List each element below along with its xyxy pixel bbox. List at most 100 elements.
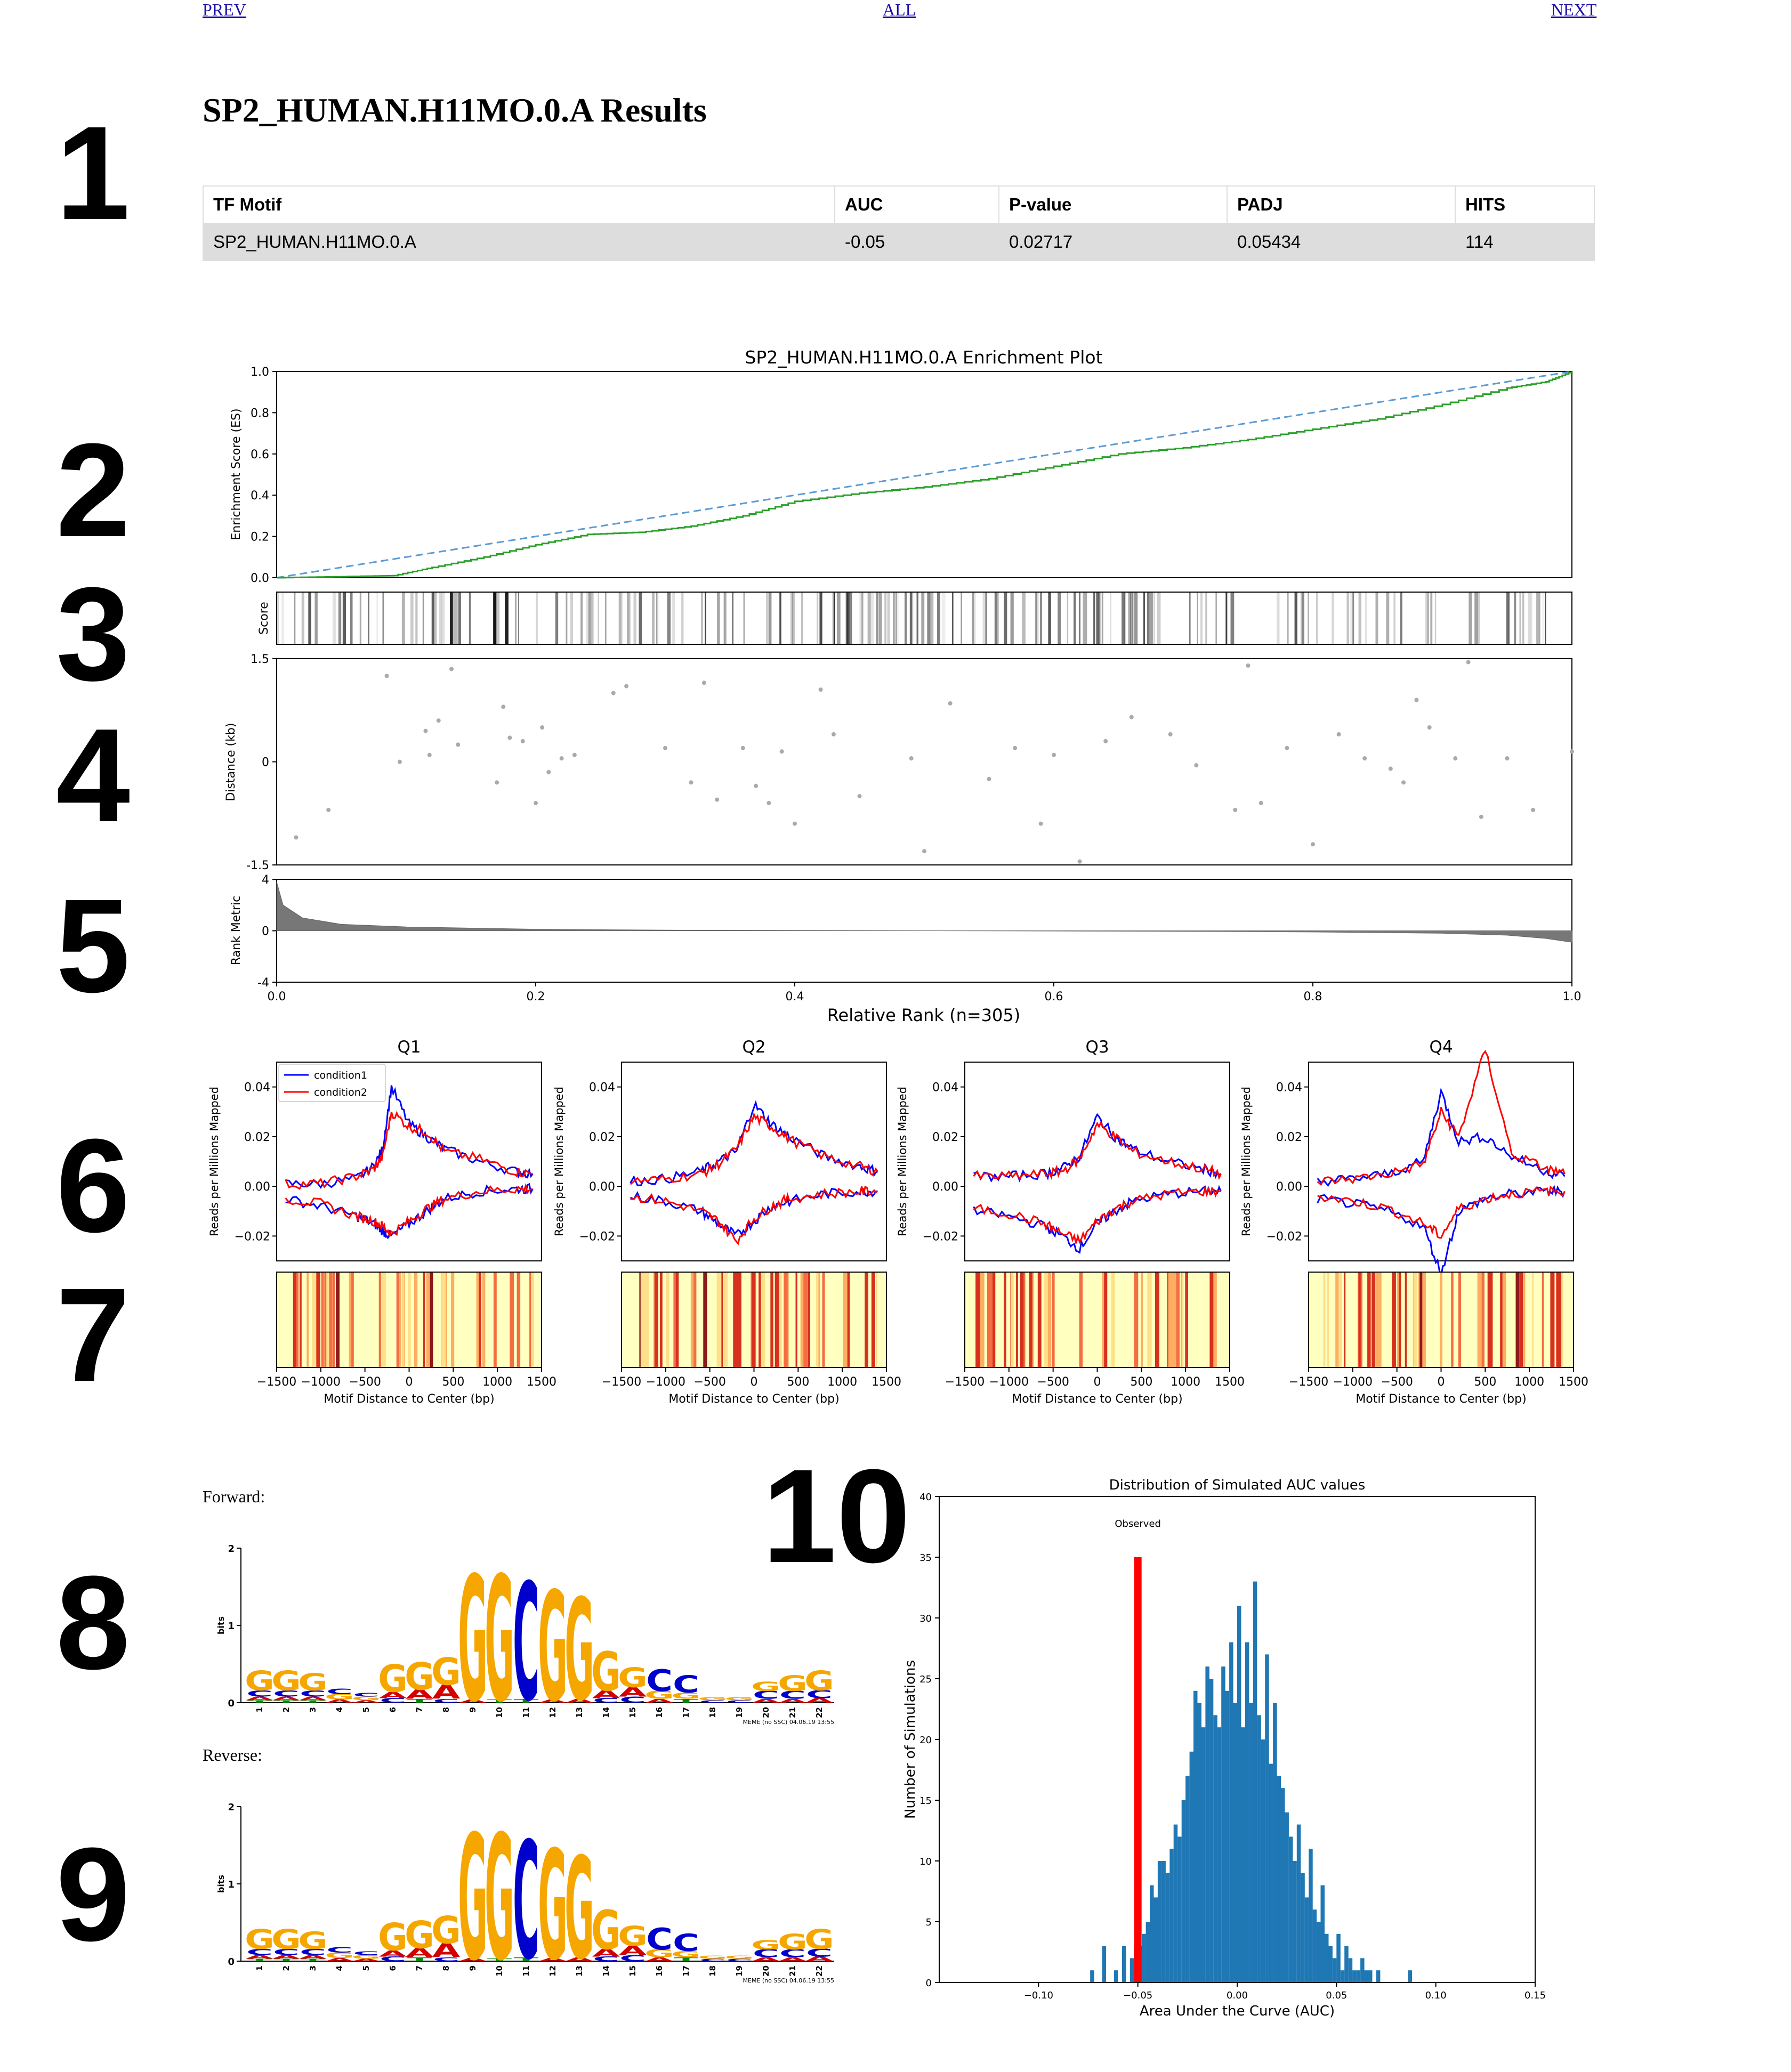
results-table: TF Motif AUC P-value PADJ HITS SP2_HUMAN… [203,185,1595,261]
score-bar [1386,593,1390,644]
score-bar [1294,593,1297,644]
quartile-heatmap-stripe [321,1272,324,1367]
quartile-heatmap-stripe [396,1272,399,1367]
quartile-heatmap-stripe [1397,1272,1399,1367]
quartile-xtick-label: −1000 [646,1375,685,1389]
logo-letter: G [644,1947,674,1960]
score-bar [1040,593,1042,644]
score-bar [1301,593,1302,644]
prev-link[interactable]: PREV [203,0,246,19]
quartile-heatmap-stripe [784,1272,788,1367]
score-bar [591,593,594,644]
quartile-heatmap-stripe [1015,1272,1018,1367]
logo-letter: A [752,1956,780,1963]
score-bar [985,593,987,644]
score-bar [1393,593,1395,644]
logo-letter: G [671,1949,701,1960]
rank-xtick-label: 0.8 [1304,990,1322,1003]
score-bar [1545,593,1546,644]
score-bar [1143,593,1145,644]
quartile-series-line [630,1112,878,1185]
logo-letter: C [380,1955,406,1963]
score-bar [732,593,733,644]
score-bar [309,593,311,644]
score-bar [1205,593,1207,644]
quartile-heatmap-stripe [1561,1272,1563,1367]
score-bar [672,593,675,644]
quartile-xtick-label: −1500 [602,1375,641,1389]
quartile-heatmap-stripe [1047,1272,1052,1367]
logo-letter: G [431,1650,461,1694]
logo-position-label: 9 [468,1707,478,1712]
histogram-ytick-label: 10 [919,1856,932,1867]
reverse-label: Reverse: [203,1745,262,1765]
col-header: AUC [834,185,999,224]
distance-point [1388,766,1393,771]
logo-letter: T [674,1698,698,1704]
logo-position-label: 13 [575,1965,584,1977]
score-bar [410,593,414,644]
quartile-series-line [285,1183,534,1240]
logo-letter: G [804,1924,834,1955]
histogram-bar [1312,1909,1317,1982]
quartile-series-line [285,1111,533,1190]
next-link[interactable]: NEXT [1551,0,1597,19]
forward-motif-logo: 210bitsTACG1TACG2TACG3AGC4AGC5CAG6TAG7CA… [216,1540,834,1732]
table-cell: SP2_HUMAN.H11MO.0.A [203,223,835,261]
quartile-heatmap-stripe [1168,1272,1173,1367]
distance-point [1453,756,1458,761]
rank-ytick-label: 0 [262,925,269,938]
quartile-ytick-label: 0.00 [244,1180,270,1194]
quartile-title: Q1 [397,1038,421,1057]
table-cell: 0.02717 [998,223,1228,261]
distance-point [294,835,298,840]
quartile-xtick-label: 0 [406,1375,413,1389]
score-bar [972,593,976,644]
score-bar [1316,593,1318,644]
logo-letter: G [431,1909,461,1953]
histogram-xtick-label: 0.00 [1227,1990,1248,2001]
score-bar [338,593,342,644]
score-bar [627,593,631,644]
logo-letter: G [804,1666,834,1697]
quartile-heatmap-stripe [816,1272,818,1367]
es-ytick-label: 1.0 [251,366,269,379]
quartile-heatmap-stripe [818,1272,820,1367]
histogram-bar [1332,1958,1337,1982]
histogram-bar [1309,1849,1313,1982]
logo-letter: G [405,1655,434,1699]
quartile-heatmap-stripe [1004,1272,1006,1367]
rank-xtick-label: 0.2 [527,990,545,1003]
rank-xtick-label: 1.0 [1563,990,1582,1003]
table-cell: 114 [1455,223,1595,261]
score-bar [1469,593,1472,644]
logo-letter: C [353,1950,380,1956]
quartile-heatmap-stripe [294,1272,299,1367]
logo-letter: A [805,1697,834,1704]
legend-label: condition1 [314,1070,367,1081]
quartile-heatmap-stripe [381,1272,386,1367]
quartile-heatmap-stripe [408,1272,411,1367]
score-bar [997,593,999,644]
quartile-heatmap-stripe [1532,1272,1534,1367]
quartile-heatmap-stripe [737,1272,741,1367]
score-bar [961,593,962,644]
score-bar [441,593,445,644]
quartile-heatmap-stripe [703,1272,707,1367]
score-bar [982,593,986,644]
score-bar [376,593,378,644]
logo-letter: C [300,1947,326,1957]
quartile-heatmap-stripe [865,1272,868,1367]
score-bar [493,593,497,644]
score-bar [1474,593,1478,644]
distance-point [767,800,771,805]
quartile-heatmap-stripe [517,1272,521,1367]
quartile-heatmap-stripe [1182,1272,1184,1367]
score-bar [1332,593,1334,644]
logo-letter: A [379,1948,407,1958]
score-bar [1067,593,1069,644]
logo-position-label: 6 [388,1707,398,1712]
es-ytick-label: 0.4 [251,489,269,503]
quartile-heatmap-stripe [1037,1272,1042,1367]
all-link[interactable]: ALL [883,0,916,19]
